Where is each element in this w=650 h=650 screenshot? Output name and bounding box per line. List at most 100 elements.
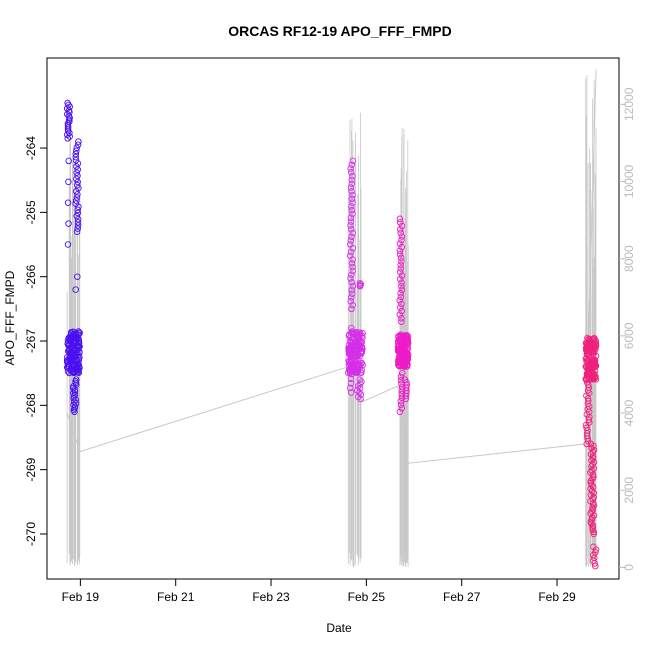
data-point <box>397 229 404 237</box>
data-point <box>398 236 405 244</box>
data-point <box>350 342 358 350</box>
data-point <box>65 341 73 349</box>
data-point <box>396 226 404 233</box>
data-point <box>73 163 80 170</box>
data-point <box>589 374 596 381</box>
data-point <box>348 329 355 336</box>
x-tick-label: Feb 27 <box>443 590 481 604</box>
data-point <box>75 339 82 346</box>
y-tick-label: -269 <box>24 457 38 481</box>
data-point <box>397 290 404 297</box>
data-point <box>398 405 405 412</box>
data-point <box>64 347 72 355</box>
data-point <box>347 165 354 172</box>
data-point <box>356 279 364 287</box>
data-point <box>398 369 406 377</box>
data-point <box>64 241 72 248</box>
y-tick-label: -267 <box>24 329 38 353</box>
data-point <box>589 475 596 482</box>
data-point <box>67 345 74 353</box>
data-point <box>589 356 597 364</box>
x-tick-label: Feb 25 <box>348 590 386 604</box>
data-point <box>74 206 81 214</box>
data-point <box>396 268 404 276</box>
data-point <box>586 357 593 365</box>
data-point <box>65 157 72 165</box>
data-point <box>397 376 405 384</box>
data-point <box>395 336 403 344</box>
data-point <box>349 157 357 165</box>
data-point <box>347 343 354 350</box>
data-point <box>356 361 363 368</box>
data-point <box>396 215 404 223</box>
data-point <box>348 305 355 313</box>
data-point <box>347 248 355 256</box>
data-point <box>349 191 356 199</box>
chart-title: ORCAS RF12-19 APO_FFF_FMPD <box>228 23 452 39</box>
data-point <box>347 375 355 382</box>
data-point <box>396 311 404 318</box>
data-point <box>73 212 81 220</box>
y-tick-label: -270 <box>24 522 38 546</box>
data-point <box>396 219 404 226</box>
data-point <box>70 389 77 397</box>
data-point <box>74 178 81 186</box>
data-point <box>404 352 412 359</box>
data-point <box>74 166 81 173</box>
data-point <box>348 352 356 359</box>
data-point <box>398 314 405 322</box>
data-point <box>348 271 355 278</box>
data-point <box>357 349 364 356</box>
data-point <box>398 307 405 315</box>
data-point <box>396 247 404 254</box>
y2-tick-label: 10000 <box>622 164 636 198</box>
data-point <box>73 367 80 374</box>
data-point <box>354 341 362 349</box>
data-point <box>347 225 355 233</box>
data-point <box>396 408 404 416</box>
data-point <box>398 318 405 325</box>
y-tick-label: -266 <box>24 264 38 288</box>
data-point <box>396 275 404 283</box>
data-point <box>347 184 355 191</box>
data-point <box>395 346 403 353</box>
data-point <box>71 408 78 416</box>
data-point <box>347 222 354 229</box>
data-point <box>74 141 82 148</box>
data-point <box>74 160 82 167</box>
data-point <box>65 220 72 227</box>
data-point <box>345 361 353 368</box>
data-point <box>73 144 80 152</box>
data-point <box>357 395 364 403</box>
data-point <box>348 176 355 184</box>
data-point <box>74 191 81 198</box>
data-point <box>76 343 83 350</box>
data-point <box>582 339 590 347</box>
data-point <box>349 244 357 252</box>
data-point <box>397 332 405 340</box>
data-point <box>71 388 79 395</box>
data-point <box>73 228 81 235</box>
data-point <box>75 369 83 376</box>
data-point <box>72 339 80 347</box>
data-point <box>348 324 355 332</box>
data-point <box>354 382 362 390</box>
data-point <box>69 354 76 362</box>
data-point <box>587 477 595 485</box>
data-point <box>397 254 405 262</box>
x-tick-label: Feb 23 <box>252 590 290 604</box>
data-point <box>348 294 355 301</box>
data-point <box>348 290 356 297</box>
data-point <box>589 455 597 462</box>
data-point <box>587 485 594 493</box>
data-point <box>73 169 80 176</box>
data-point <box>397 293 405 301</box>
data-point <box>397 304 404 311</box>
data-point <box>75 138 82 145</box>
data-point <box>348 279 355 286</box>
data-point <box>402 360 409 368</box>
data-point <box>347 380 355 387</box>
data-point <box>398 279 405 286</box>
